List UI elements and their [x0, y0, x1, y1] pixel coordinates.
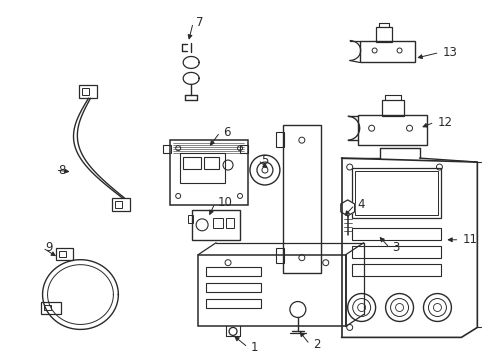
- Bar: [183, 157, 201, 169]
- Bar: [240, 145, 247, 153]
- Text: 9: 9: [45, 241, 53, 254]
- Bar: [351, 228, 441, 240]
- Bar: [203, 157, 219, 169]
- Bar: [112, 198, 130, 211]
- Bar: [357, 115, 427, 145]
- Bar: [82, 88, 89, 95]
- Bar: [225, 218, 234, 228]
- Bar: [354, 171, 438, 215]
- Text: 10: 10: [218, 197, 232, 210]
- Bar: [213, 218, 223, 228]
- Text: 1: 1: [250, 341, 258, 354]
- Text: 5: 5: [261, 154, 268, 167]
- Bar: [205, 298, 261, 307]
- Bar: [170, 140, 247, 205]
- Bar: [283, 125, 320, 273]
- Bar: [275, 132, 284, 147]
- Bar: [375, 27, 391, 41]
- Bar: [381, 100, 403, 116]
- Polygon shape: [340, 200, 354, 216]
- Text: 8: 8: [59, 163, 66, 176]
- Bar: [56, 248, 73, 260]
- Bar: [351, 264, 441, 276]
- Text: 7: 7: [196, 16, 203, 29]
- Bar: [43, 305, 50, 310]
- Bar: [163, 145, 171, 153]
- Bar: [80, 85, 97, 98]
- Text: 4: 4: [357, 198, 365, 211]
- Bar: [205, 267, 261, 276]
- Bar: [41, 302, 61, 315]
- Bar: [351, 246, 441, 258]
- Bar: [359, 41, 414, 62]
- Bar: [188, 215, 193, 223]
- Bar: [198, 255, 345, 327]
- Bar: [115, 201, 122, 208]
- Bar: [205, 283, 261, 292]
- Text: 3: 3: [392, 241, 399, 254]
- Bar: [275, 248, 284, 263]
- Bar: [192, 210, 240, 240]
- Text: 13: 13: [442, 46, 456, 59]
- Bar: [351, 168, 441, 218]
- Text: 12: 12: [437, 116, 451, 129]
- Bar: [59, 251, 65, 257]
- Text: 11: 11: [462, 233, 476, 246]
- Text: 6: 6: [223, 126, 230, 139]
- Text: 2: 2: [312, 338, 320, 351]
- Bar: [180, 153, 224, 183]
